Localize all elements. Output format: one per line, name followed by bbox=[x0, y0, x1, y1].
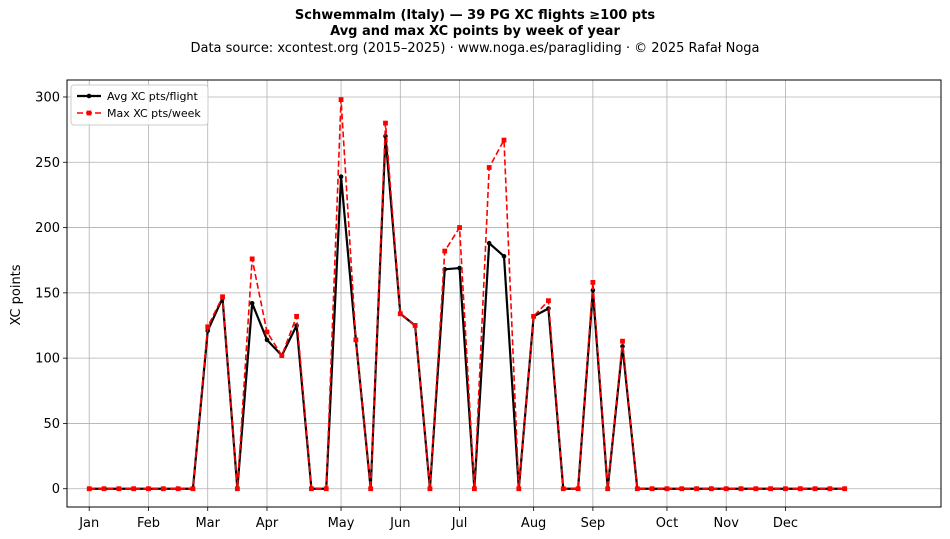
data-point-max bbox=[294, 313, 300, 319]
x-tick-label: Sep bbox=[581, 516, 606, 531]
data-point-max bbox=[368, 486, 374, 492]
data-point-max bbox=[190, 486, 196, 492]
data-point-max bbox=[175, 486, 181, 492]
legend-marker bbox=[86, 110, 92, 116]
data-point-max bbox=[783, 486, 788, 492]
y-tick-label: 150 bbox=[35, 286, 60, 301]
data-point-max bbox=[234, 486, 240, 492]
data-point-max bbox=[427, 486, 433, 492]
data-point-max bbox=[546, 298, 551, 304]
data-point-avg bbox=[249, 300, 255, 306]
data-point-max bbox=[338, 97, 344, 102]
data-point-max bbox=[575, 486, 581, 492]
data-point-max bbox=[605, 486, 611, 492]
data-point-max bbox=[812, 486, 818, 492]
plot-frame bbox=[66, 79, 942, 508]
data-point-max bbox=[353, 337, 359, 343]
data-point-max bbox=[160, 486, 166, 492]
data-point-max bbox=[486, 165, 492, 170]
series-line-max bbox=[89, 98, 845, 490]
data-point-max bbox=[457, 225, 462, 230]
data-point-max bbox=[279, 353, 285, 358]
data-point-max bbox=[101, 486, 107, 492]
y-tick-label: 0 bbox=[52, 482, 60, 497]
data-point-max bbox=[708, 486, 714, 492]
data-point-max bbox=[664, 486, 670, 492]
data-point-max bbox=[634, 486, 640, 492]
x-tick-label: Jul bbox=[451, 516, 468, 531]
x-tick-label: Mar bbox=[195, 516, 220, 531]
source-note: Data source: xcontest.org (2015–2025) · … bbox=[190, 41, 760, 56]
data-point-max bbox=[220, 294, 225, 300]
data-point-max bbox=[620, 338, 625, 344]
data-point-avg bbox=[486, 240, 492, 246]
data-point-max bbox=[131, 486, 137, 492]
data-point-max bbox=[383, 120, 388, 126]
data-point-max bbox=[694, 486, 699, 492]
x-tick-label: Dec bbox=[773, 516, 798, 531]
data-point-max bbox=[768, 486, 774, 492]
y-tick-label: 100 bbox=[35, 352, 60, 367]
series-line-avg bbox=[89, 135, 845, 490]
data-point-avg bbox=[457, 265, 462, 271]
data-point-max bbox=[531, 313, 537, 319]
x-tick-label: Feb bbox=[137, 516, 160, 531]
data-point-max bbox=[753, 486, 759, 492]
data-point-max bbox=[827, 486, 833, 492]
data-point-avg bbox=[501, 253, 507, 259]
data-point-avg bbox=[264, 337, 270, 343]
data-point-max bbox=[590, 280, 596, 285]
data-point-max bbox=[649, 486, 655, 492]
x-tick-label: May bbox=[328, 516, 355, 531]
x-tick-label: Oct bbox=[656, 516, 678, 531]
legend-box bbox=[70, 84, 209, 126]
data-point-max bbox=[679, 486, 685, 492]
x-tick-label: Nov bbox=[714, 516, 740, 531]
x-tick-label: Jun bbox=[389, 516, 410, 531]
data-point-max bbox=[471, 486, 477, 492]
data-point-max bbox=[309, 486, 314, 492]
x-tick-label: Apr bbox=[256, 516, 279, 531]
data-point-max bbox=[249, 256, 255, 262]
y-axis: 0 50 100 150 200 250 300 bbox=[35, 90, 67, 497]
data-point-max bbox=[323, 486, 329, 492]
data-point-max bbox=[842, 486, 848, 492]
data-point-max bbox=[738, 486, 744, 492]
data-point-max bbox=[560, 486, 566, 492]
chart-subtitle: Avg and max XC points by week of year bbox=[330, 24, 620, 39]
y-tick-label: 200 bbox=[35, 221, 60, 236]
data-point-max bbox=[516, 486, 522, 492]
y-tick-label: 250 bbox=[35, 156, 60, 171]
x-tick-label: Aug bbox=[521, 516, 546, 531]
data-point-max bbox=[723, 486, 729, 492]
data-point-max bbox=[412, 323, 418, 328]
legend: Avg XC pts/flight Max XC pts/week bbox=[70, 84, 209, 126]
series-layer bbox=[86, 97, 848, 492]
data-point-max bbox=[205, 324, 211, 330]
grid-lines bbox=[67, 80, 941, 507]
data-point-max bbox=[86, 486, 92, 492]
data-point-max bbox=[397, 311, 403, 317]
data-point-max bbox=[797, 486, 803, 492]
data-point-max bbox=[146, 486, 151, 492]
legend-marker bbox=[86, 93, 92, 99]
data-point-max bbox=[264, 329, 270, 335]
data-point-max bbox=[442, 248, 448, 254]
y-tick-label: 50 bbox=[43, 417, 60, 432]
chart-title: Schwemmalm (Italy) — 39 PG XC flights ≥1… bbox=[294, 8, 656, 23]
data-point-avg bbox=[338, 174, 344, 179]
legend-label: Avg XC pts/flight bbox=[107, 90, 198, 103]
x-tick-label: Jan bbox=[78, 516, 99, 531]
legend-label: Max XC pts/week bbox=[107, 107, 201, 120]
data-point-max bbox=[501, 137, 507, 143]
y-axis-label: XC points bbox=[9, 264, 24, 325]
data-point-max bbox=[116, 486, 122, 492]
x-axis: Jan Feb Mar Apr May Jun Jul Aug Sep Oct Nov Dec bbox=[78, 507, 798, 531]
y-tick-label: 300 bbox=[35, 90, 60, 105]
